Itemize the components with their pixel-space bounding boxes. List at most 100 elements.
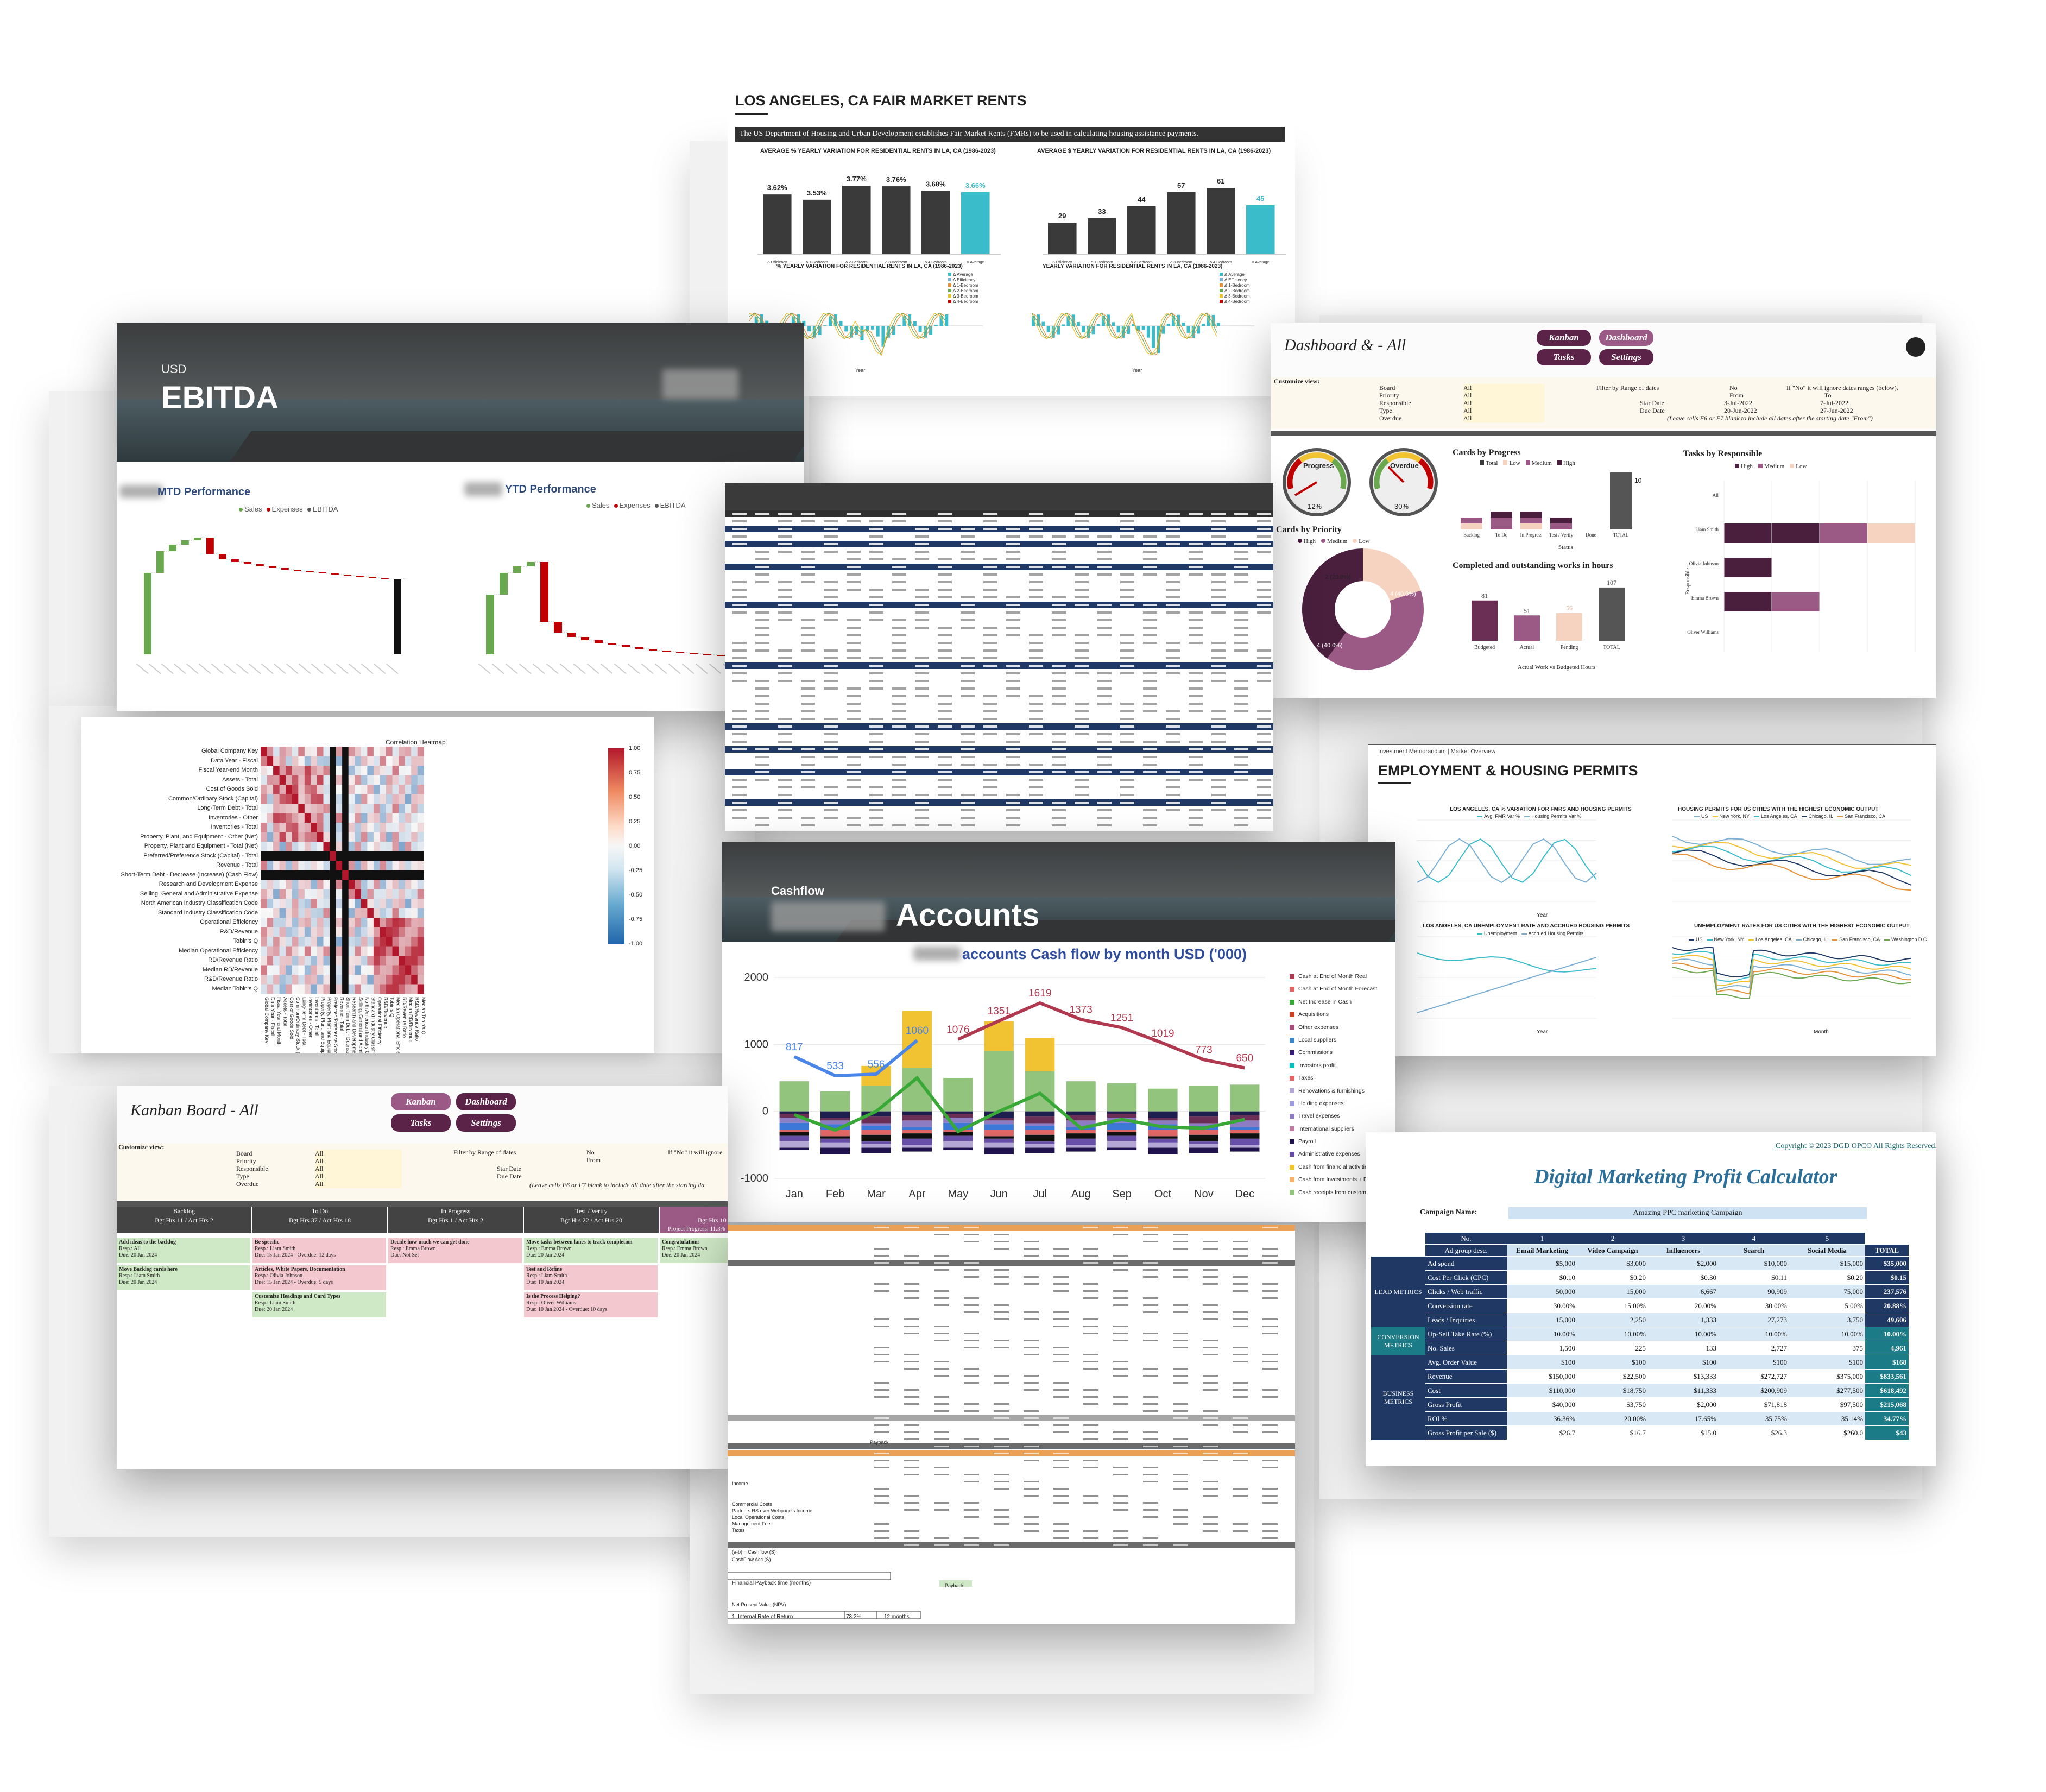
line-cash-forecast-label: 650 xyxy=(1236,1053,1253,1064)
filter-value[interactable]: All xyxy=(315,1150,402,1158)
kanban-column-header[interactable]: Backlog Bgt Hrs 11 / Act Hrs 2 xyxy=(117,1207,251,1233)
start-label: Star Date xyxy=(1640,399,1664,407)
filter-value[interactable]: All xyxy=(315,1180,402,1188)
due-from[interactable]: 20-Jun-2022 xyxy=(1724,407,1757,414)
bar-value-label: 56 xyxy=(1566,604,1573,612)
legend-swatch xyxy=(948,278,951,281)
heatmap-cell xyxy=(304,927,311,937)
legend-swatch xyxy=(614,504,618,508)
table-cell-text xyxy=(869,824,883,826)
heatmap-cell xyxy=(273,880,280,889)
kanban-card[interactable]: Congratulations Resp.: Emma Brown Due: 20 … xyxy=(660,1238,728,1263)
kanban-card[interactable]: Add ideas to the backlog Resp.: All Due: 2… xyxy=(117,1238,250,1263)
heatmap-cell xyxy=(380,918,387,927)
redacted-name xyxy=(119,485,163,498)
legend-label: Commissions xyxy=(1298,1049,1333,1056)
tasks-button[interactable]: Tasks xyxy=(391,1114,451,1132)
dashboard-button[interactable]: Dashboard xyxy=(1599,330,1653,346)
kanban-card[interactable]: Decide how much we can get done Resp.: Em… xyxy=(388,1238,522,1263)
heatmap-cell xyxy=(367,870,374,880)
start-to[interactable]: 7-Jul-2022 xyxy=(1820,399,1848,407)
kanban-card[interactable]: Move Backlog cards here Resp.: Liam Smith… xyxy=(117,1265,250,1290)
heatmap-cell xyxy=(267,861,274,870)
heatmap-col-label: North American Industry Classification C… xyxy=(364,997,370,1053)
heatmap-cell xyxy=(417,785,424,794)
kanban-column-header[interactable]: In Progress Bgt Hrs 1 / Act Hrs 2 xyxy=(388,1207,523,1233)
dashboard-button[interactable]: Dashboard xyxy=(456,1093,516,1110)
kanban-column-header[interactable]: Test / Verify Bgt Hrs 22 / Act Hrs 20 xyxy=(524,1207,659,1233)
bar-expense-segment xyxy=(1025,1130,1055,1135)
bar-expense-segment xyxy=(1107,1147,1137,1150)
legend-entry: Medium xyxy=(1321,538,1347,545)
x-tick-label-mark xyxy=(695,663,708,674)
heatmap-cell xyxy=(367,775,374,785)
bar-expense-segment xyxy=(1189,1123,1219,1126)
kanban-button[interactable]: Kanban xyxy=(391,1093,451,1110)
sheet-cell-text xyxy=(1262,1318,1278,1320)
filter-value[interactable]: All xyxy=(1463,407,1545,415)
kanban-column-header[interactable]: Bgt Hrs 10 / Act Hrs 9 xyxy=(660,1207,728,1233)
heatmap-cell xyxy=(292,965,299,975)
series-bar xyxy=(1196,326,1200,334)
total-bar xyxy=(1610,472,1632,529)
sheet-cell-text xyxy=(1203,1417,1218,1419)
kanban-card[interactable]: Is the Process Helping? Resp.: Oliver Wil… xyxy=(524,1292,658,1317)
overdue-gauge xyxy=(1369,448,1438,516)
chart-title-dollar: AVERAGE $ YEARLY VARIATION FOR RESIDENTI… xyxy=(1037,148,1271,154)
legend-label: Holding expenses xyxy=(1298,1100,1344,1107)
heatmap-cell xyxy=(323,813,330,823)
sheet-cell-text xyxy=(1173,1523,1188,1525)
range-value[interactable]: No xyxy=(1729,384,1738,392)
table-cell-text xyxy=(1029,771,1043,773)
filter-strip: Customize view: Board All Priority All Respo… xyxy=(1271,377,1936,429)
range-value[interactable]: No xyxy=(586,1149,595,1156)
heatmap-cell xyxy=(273,927,280,937)
legend-swatch xyxy=(1694,816,1700,817)
metric-value: $110,000 xyxy=(1507,1384,1577,1398)
start-from[interactable]: 3-Jul-2022 xyxy=(1724,399,1752,407)
settings-button[interactable]: Settings xyxy=(1599,349,1653,365)
filter-value[interactable]: All xyxy=(315,1172,402,1181)
heatmap-cell xyxy=(348,823,355,832)
filter-label: Type xyxy=(1379,407,1392,414)
kanban-card[interactable]: Customize Headings and Card Types Resp.: … xyxy=(252,1292,386,1317)
heatmap-cell xyxy=(399,880,406,889)
campaign-value[interactable]: Amazing PPC marketing Campaign xyxy=(1508,1207,1867,1219)
start-label: Star Date xyxy=(497,1165,521,1172)
settings-button[interactable]: Settings xyxy=(456,1114,516,1132)
sheet-cell-text xyxy=(904,1326,919,1327)
table-cell-text xyxy=(801,748,815,750)
kanban-card[interactable]: Be specific Resp.: Liam Smith Due: 15 Jan … xyxy=(252,1238,386,1263)
filter-value[interactable]: All xyxy=(1463,384,1545,392)
kanban-card[interactable]: Move tasks between lanes to track comple… xyxy=(524,1238,658,1263)
table-cell-text xyxy=(847,786,861,788)
table-cell-text xyxy=(892,695,906,697)
kanban-card[interactable]: Articles, White Papers, Documentation Res… xyxy=(252,1265,386,1290)
table-cell-text xyxy=(1257,551,1271,553)
legend-swatch xyxy=(1689,939,1694,941)
sheet-cell-text xyxy=(964,1241,979,1242)
sheet-cell-text xyxy=(1233,1347,1248,1348)
sheet-cell-text xyxy=(1173,1488,1188,1490)
heatmap-cell xyxy=(311,870,318,880)
filter-value[interactable]: All xyxy=(1463,392,1545,400)
filter-value[interactable]: All xyxy=(1463,399,1545,407)
table-cell-text xyxy=(1120,581,1134,583)
kanban-card[interactable]: Test and Refine Resp.: Liam Smith Due: 10 … xyxy=(524,1265,658,1290)
table-cell-text xyxy=(755,627,769,629)
table-cell-text xyxy=(755,619,769,621)
table-cell-text xyxy=(961,558,975,560)
kanban-column-header[interactable]: To Do Bgt Hrs 37 / Act Hrs 18 xyxy=(252,1207,387,1233)
tasks-button[interactable]: Tasks xyxy=(1537,349,1591,365)
heatmap-cell xyxy=(304,965,311,975)
cashflow-panel: Cashflow Accounts accounts Cash flow by … xyxy=(722,842,1395,1222)
sheet-cell-text xyxy=(1143,1304,1158,1306)
heatmap-cell xyxy=(311,842,318,851)
filter-value[interactable]: All xyxy=(315,1157,402,1165)
due-to[interactable]: 27-Jun-2022 xyxy=(1820,407,1853,414)
legend-entry: Δ 1-Bedroom xyxy=(1224,283,1250,288)
filter-value[interactable]: All xyxy=(315,1165,402,1173)
table-cell-text xyxy=(801,513,815,515)
filter-value[interactable]: All xyxy=(1463,414,1545,422)
kanban-button[interactable]: Kanban xyxy=(1537,330,1591,346)
